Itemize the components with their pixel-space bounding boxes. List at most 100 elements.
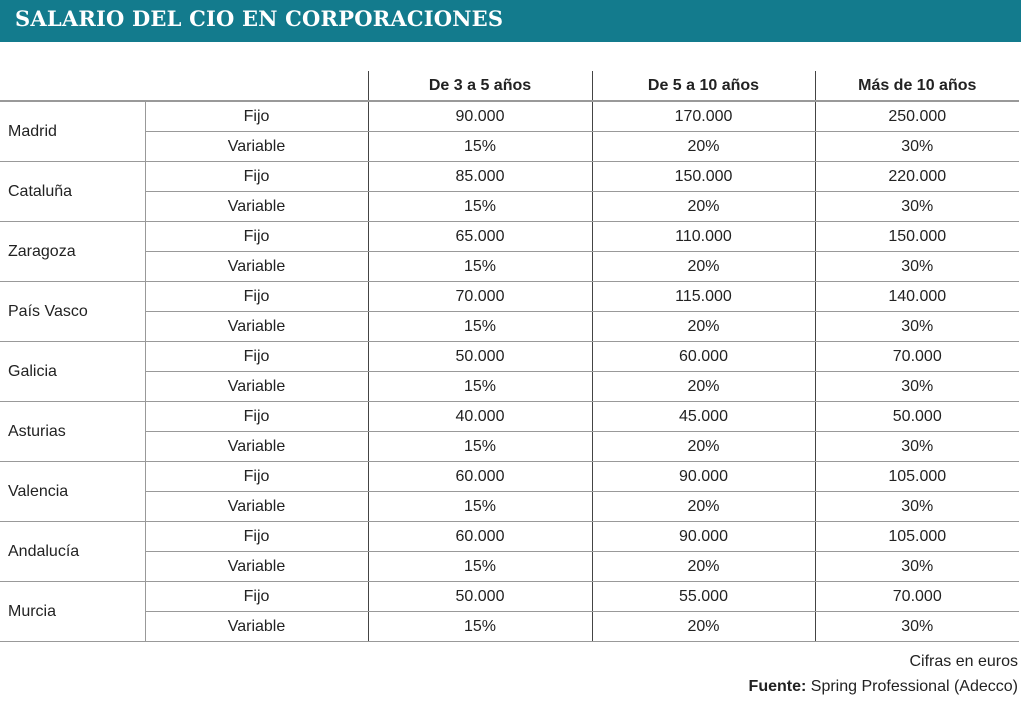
value-cell: 30% — [814, 551, 1019, 582]
value-cell: 30% — [814, 251, 1019, 282]
table-row: Madrid Fijo 90.000 170.000 250.000 — [0, 101, 1019, 162]
type-cell: Variable — [144, 191, 368, 222]
value-cell: 115.000 — [591, 281, 815, 312]
header-empty — [0, 71, 145, 102]
value-cell: 85.000 — [367, 161, 592, 192]
value-cell: 20% — [591, 251, 815, 282]
column-header: De 3 a 5 años — [367, 71, 592, 102]
table-row: Variable 15% 20% 30% — [0, 311, 1019, 342]
column-header: De 5 a 10 años — [591, 71, 815, 102]
table-row: Cataluña Fijo 85.000 150.000 220.000 — [0, 161, 1019, 222]
value-cell: 20% — [591, 491, 815, 522]
type-cell: Variable — [144, 311, 368, 342]
type-cell: Variable — [144, 611, 368, 642]
value-cell: 15% — [367, 251, 592, 282]
type-cell: Fijo — [144, 161, 368, 192]
title-bar: SALARIO DEL CIO EN CORPORACIONES — [0, 0, 1021, 42]
value-cell: 20% — [591, 311, 815, 342]
value-cell: 20% — [591, 431, 815, 462]
table-row: Variable 15% 20% 30% — [0, 611, 1019, 642]
region-cell: Asturias — [0, 401, 145, 462]
value-cell: 110.000 — [591, 221, 815, 252]
value-cell: 15% — [367, 131, 592, 162]
column-header: Más de 10 años — [814, 71, 1019, 102]
type-cell: Variable — [144, 491, 368, 522]
value-cell: 60.000 — [367, 461, 592, 492]
value-cell: 15% — [367, 431, 592, 462]
value-cell: 60.000 — [367, 521, 592, 552]
value-cell: 30% — [814, 371, 1019, 402]
table-row: Variable 15% 20% 30% — [0, 431, 1019, 462]
type-cell: Variable — [144, 131, 368, 162]
table-row: Galicia Fijo 50.000 60.000 70.000 — [0, 341, 1019, 402]
region-cell: Murcia — [0, 581, 145, 642]
value-cell: 45.000 — [591, 401, 815, 432]
salary-table: De 3 a 5 años De 5 a 10 años Más de 10 a… — [0, 71, 1019, 642]
value-cell: 30% — [814, 131, 1019, 162]
source-label: Fuente: — [748, 678, 807, 695]
table-row: Valencia Fijo 60.000 90.000 105.000 — [0, 461, 1019, 522]
region-cell: Zaragoza — [0, 221, 145, 282]
table-row: Variable 15% 20% 30% — [0, 191, 1019, 222]
table-row: Asturias Fijo 40.000 45.000 50.000 — [0, 401, 1019, 462]
value-cell: 30% — [814, 191, 1019, 222]
table-row: Variable 15% 20% 30% — [0, 131, 1019, 162]
type-cell: Fijo — [144, 221, 368, 252]
type-cell: Fijo — [144, 521, 368, 552]
value-cell: 40.000 — [367, 401, 592, 432]
type-cell: Variable — [144, 251, 368, 282]
value-cell: 30% — [814, 431, 1019, 462]
value-cell: 150.000 — [814, 221, 1019, 252]
type-cell: Fijo — [144, 461, 368, 492]
value-cell: 30% — [814, 611, 1019, 642]
value-cell: 90.000 — [367, 101, 592, 132]
value-cell: 15% — [367, 191, 592, 222]
value-cell: 70.000 — [367, 281, 592, 312]
value-cell: 150.000 — [591, 161, 815, 192]
source-note: Fuente: Spring Professional (Adecco) — [749, 678, 1018, 696]
value-cell: 20% — [591, 191, 815, 222]
table-row: Variable 15% 20% 30% — [0, 371, 1019, 402]
header-empty — [145, 71, 368, 102]
value-cell: 20% — [591, 611, 815, 642]
region-cell: Valencia — [0, 461, 145, 522]
units-note: Cifras en euros — [909, 653, 1019, 670]
type-cell: Variable — [144, 431, 368, 462]
value-cell: 15% — [367, 491, 592, 522]
value-cell: 70.000 — [814, 341, 1019, 372]
value-cell: 60.000 — [591, 341, 815, 372]
value-cell: 90.000 — [591, 521, 815, 552]
region-cell: Cataluña — [0, 161, 145, 222]
type-cell: Variable — [144, 551, 368, 582]
type-cell: Fijo — [144, 101, 368, 132]
value-cell: 220.000 — [814, 161, 1019, 192]
value-cell: 20% — [591, 371, 815, 402]
region-cell: Madrid — [0, 101, 145, 162]
table-row: Andalucía Fijo 60.000 90.000 105.000 — [0, 521, 1019, 582]
value-cell: 90.000 — [591, 461, 815, 492]
value-cell: 105.000 — [814, 461, 1019, 492]
type-cell: Fijo — [144, 581, 368, 612]
value-cell: 50.000 — [367, 341, 592, 372]
value-cell: 65.000 — [367, 221, 592, 252]
value-cell: 15% — [367, 311, 592, 342]
table-row: País Vasco Fijo 70.000 115.000 140.000 — [0, 281, 1019, 342]
value-cell: 55.000 — [591, 581, 815, 612]
table-row: Zaragoza Fijo 65.000 110.000 150.000 — [0, 221, 1019, 282]
value-cell: 30% — [814, 311, 1019, 342]
value-cell: 250.000 — [814, 101, 1019, 132]
type-cell: Variable — [144, 371, 368, 402]
table-header-row: De 3 a 5 años De 5 a 10 años Más de 10 a… — [0, 71, 1019, 102]
region-cell: Andalucía — [0, 521, 145, 582]
value-cell: 20% — [591, 131, 815, 162]
value-cell: 70.000 — [814, 581, 1019, 612]
table-row: Variable 15% 20% 30% — [0, 251, 1019, 282]
table-row: Murcia Fijo 50.000 55.000 70.000 — [0, 581, 1019, 642]
value-cell: 20% — [591, 551, 815, 582]
title: SALARIO DEL CIO EN CORPORACIONES — [15, 6, 504, 31]
type-cell: Fijo — [144, 281, 368, 312]
value-cell: 140.000 — [814, 281, 1019, 312]
table-row: Variable 15% 20% 30% — [0, 491, 1019, 522]
value-cell: 30% — [814, 491, 1019, 522]
region-cell: Galicia — [0, 341, 145, 402]
